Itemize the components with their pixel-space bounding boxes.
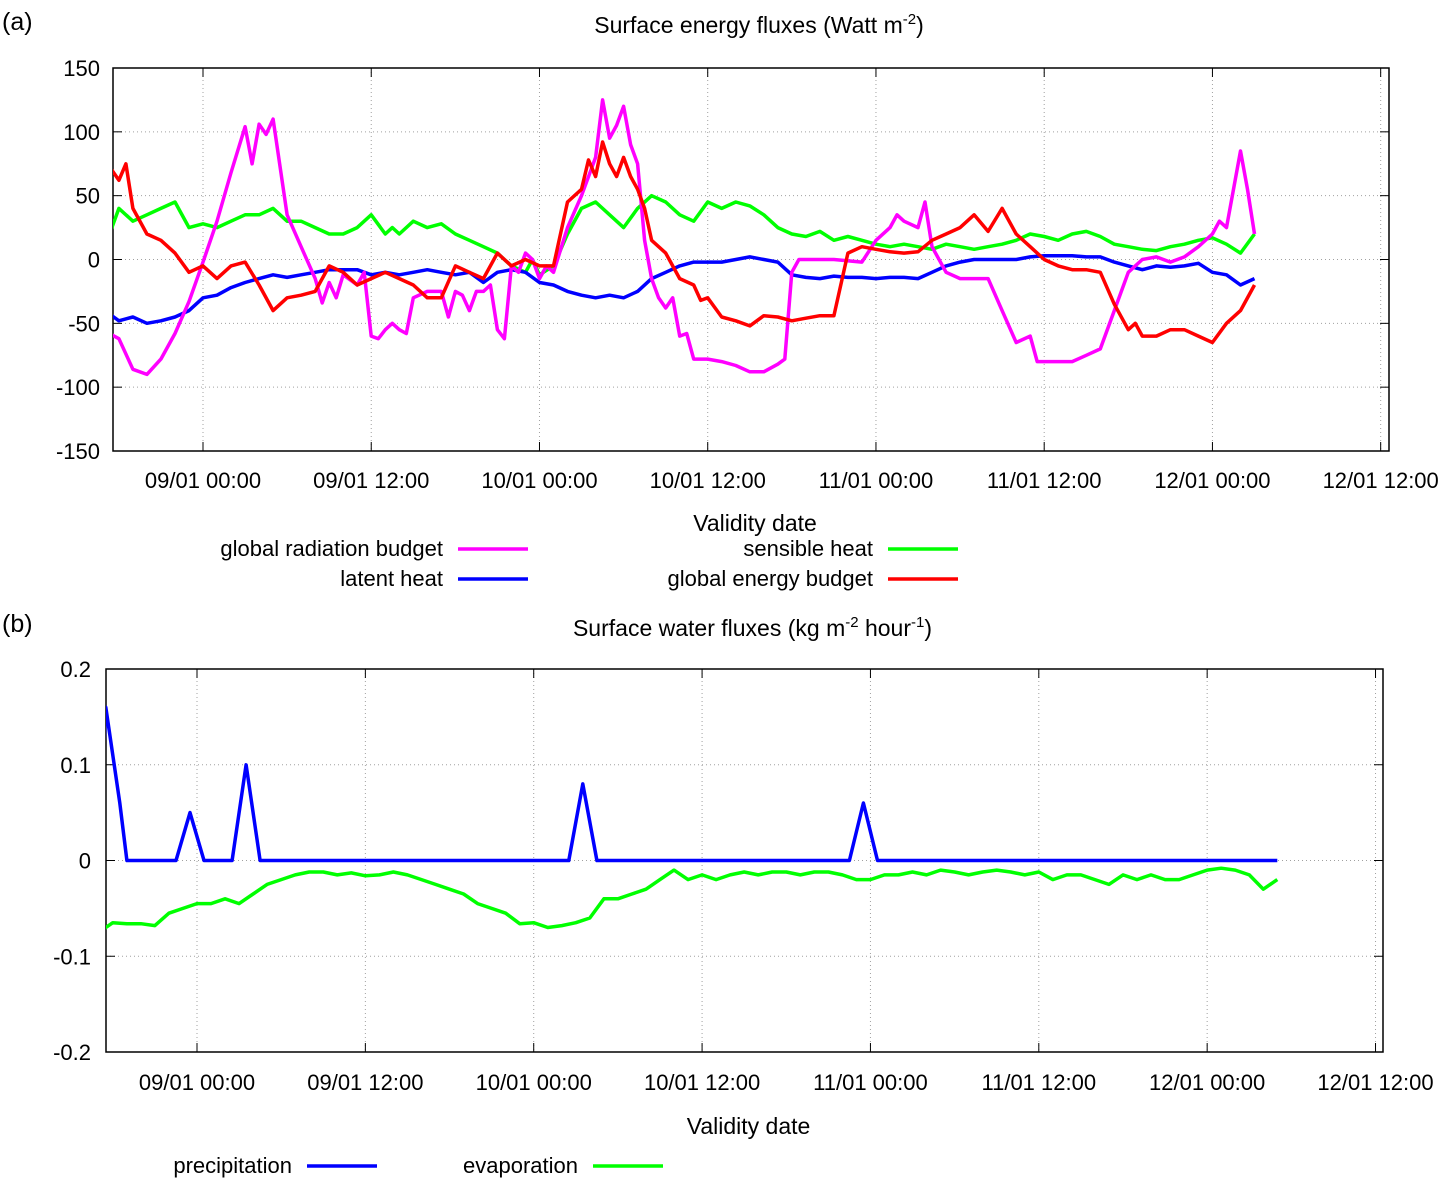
x-tick-label: 10/01 00:00 (481, 468, 597, 493)
x-tick-label: 12/01 00:00 (1149, 1070, 1265, 1095)
x-tick-label: 10/01 12:00 (644, 1070, 760, 1095)
plot-frame (112, 67, 1390, 452)
x-axis-label: Validity date (687, 1113, 811, 1139)
legend-label-global-radiation-budget: global radiation budget (220, 536, 443, 561)
title-title-sup: -2 (903, 11, 916, 28)
series-line-sensible-heat (113, 193, 1256, 277)
y-tick-label: 50 (76, 184, 100, 209)
series-line-precipitation (106, 705, 1278, 863)
series-line-global-radiation-budget (113, 98, 1257, 377)
x-tick-label: 12/01 12:00 (1317, 1070, 1433, 1095)
x-tick-label: 10/01 00:00 (476, 1070, 592, 1095)
y-tick-label: -0.2 (53, 1040, 91, 1065)
title-title-end: ) (924, 615, 932, 641)
y-tick-label: 150 (63, 56, 100, 81)
chart-title: Surface energy fluxes (Watt m-2) (594, 11, 924, 38)
series-line-global-energy-budget (113, 140, 1257, 345)
panel-label: (b) (2, 610, 33, 638)
x-tick-label: 09/01 00:00 (139, 1070, 255, 1095)
title-title-sup2: -1 (911, 614, 924, 631)
x-tick-label: 11/01 12:00 (987, 468, 1102, 493)
chart-panel-b: (b) Surface water fluxes (kg m-2 hour-1) 0… (2, 610, 1434, 1178)
legend-label-global-energy-budget: global energy budget (668, 566, 874, 591)
panel-label: (a) (2, 8, 33, 36)
chart-panel-a: (a) Surface energy fluxes (Watt m-2) 150 10… (2, 8, 1439, 591)
x-tick-label: 12/01 00:00 (1154, 468, 1270, 493)
y-tick-label: 0 (88, 248, 100, 273)
x-tick-label: 09/01 12:00 (307, 1070, 423, 1095)
title-title: Surface water fluxes (kg m (573, 615, 845, 641)
y-tick-label: 0.1 (60, 753, 91, 778)
legend-label-sensible-heat: sensible heat (743, 536, 873, 561)
y-tick-label: 100 (63, 120, 100, 145)
x-tick-label: 10/01 12:00 (650, 468, 766, 493)
plot-frame (105, 668, 1384, 1053)
y-tick-label: -150 (56, 439, 100, 464)
title-title-mid: hour (859, 615, 912, 641)
x-tick-label: 09/01 00:00 (145, 468, 261, 493)
x-tick-label: 11/01 00:00 (813, 1070, 928, 1095)
legend-label-latent-heat: latent heat (340, 566, 443, 591)
y-tick-label: 0.2 (60, 657, 91, 682)
legend-label-precipitation: precipitation (173, 1153, 292, 1178)
y-tick-label: 0 (79, 849, 91, 874)
x-tick-label: 09/01 12:00 (313, 468, 429, 493)
legend-label-evaporation: evaporation (463, 1153, 578, 1178)
title-title-end: ) (916, 12, 924, 38)
chart-title: Surface water fluxes (kg m-2 hour-1) (573, 614, 932, 641)
y-tick-label: -50 (68, 311, 100, 336)
title-title-sup: -2 (845, 614, 858, 631)
x-tick-label: 11/01 00:00 (819, 468, 934, 493)
x-tick-label: 12/01 12:00 (1323, 468, 1439, 493)
series-line-evaporation (106, 866, 1279, 930)
title-title: Surface energy fluxes (Watt m (594, 12, 902, 38)
y-tick-label: -100 (56, 375, 100, 400)
x-axis-label: Validity date (693, 510, 817, 536)
x-tick-label: 11/01 12:00 (982, 1070, 1097, 1095)
y-tick-label: -0.1 (53, 944, 91, 969)
